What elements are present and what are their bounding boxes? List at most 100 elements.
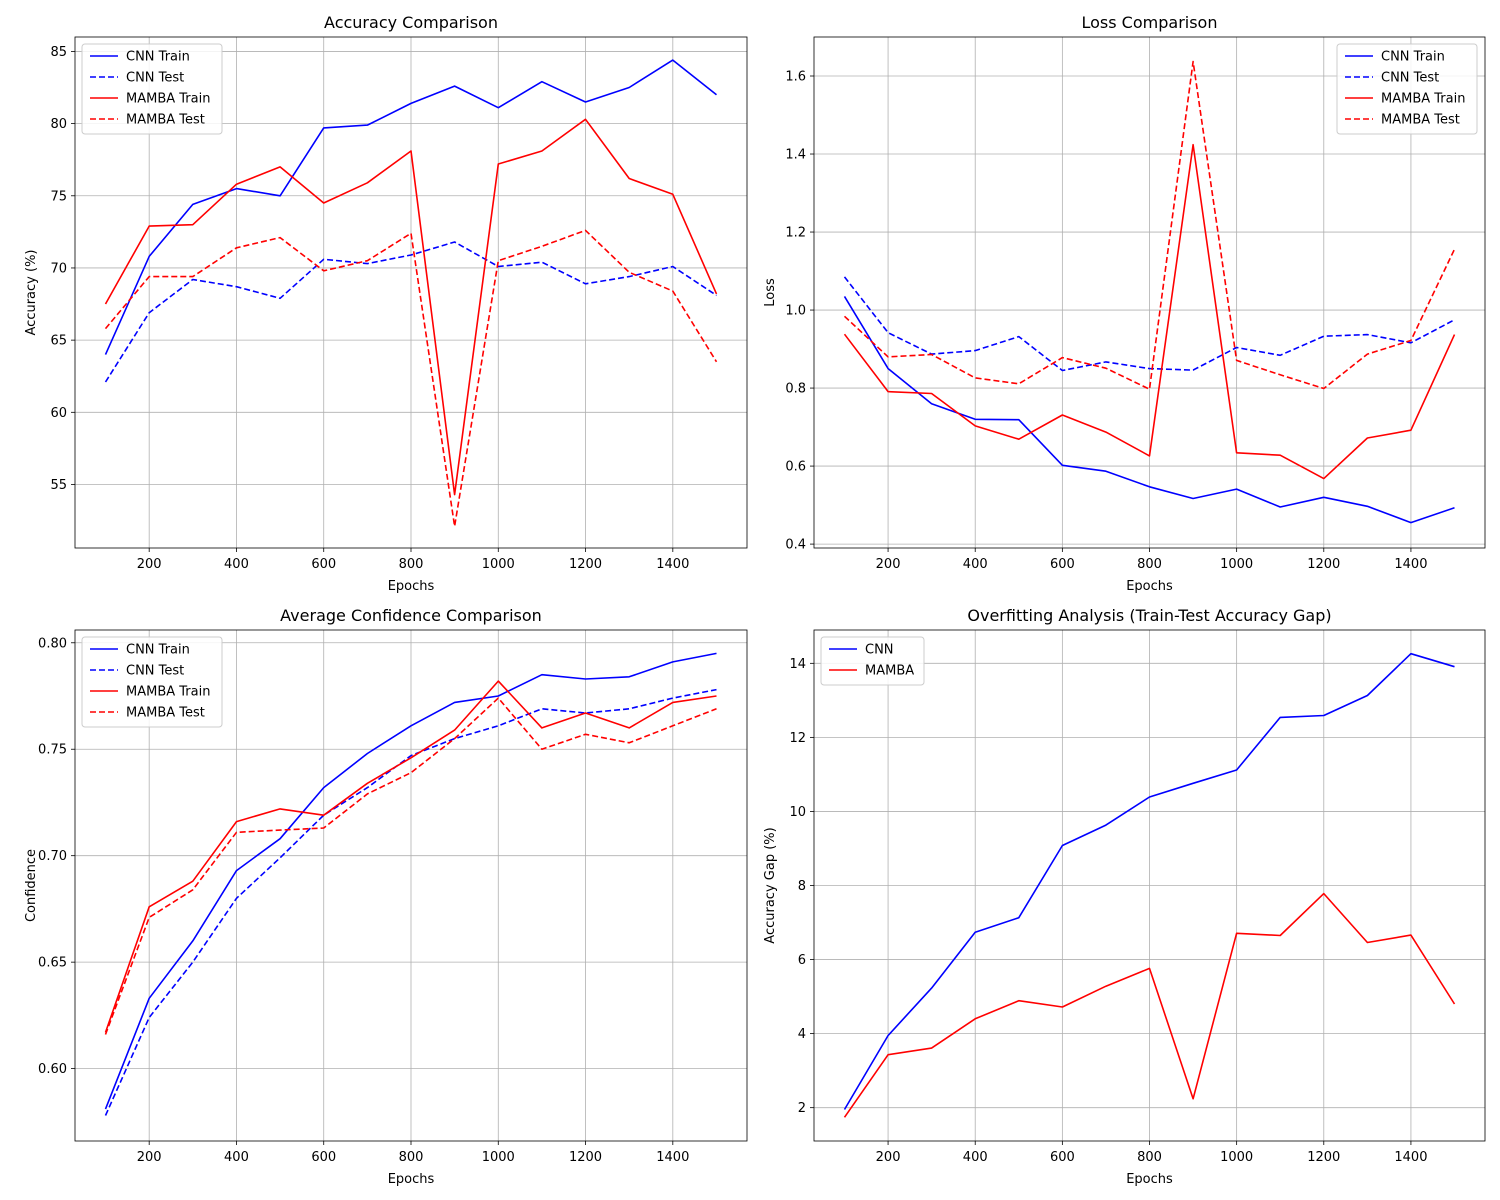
series-line-cnn-test [104, 688, 717, 1116]
y-tick-label: 10 [789, 805, 806, 820]
x-tick-label: 800 [1137, 557, 1162, 572]
y-tick-label: 60 [50, 406, 67, 421]
legend-label: MAMBA Test [126, 706, 205, 721]
x-tick-label: 200 [876, 557, 901, 572]
chart-panel-4: 200 400 600 800 1000 1200 1400 2 4 6 8 10 12 14 Overfi… [763, 606, 1486, 1187]
y-axis-label: Accuracy Gap (%) [763, 827, 778, 943]
legend-label: CNN [865, 643, 894, 658]
x-axis-label: Epochs [1126, 1172, 1173, 1187]
grid [814, 630, 1485, 1141]
legend-label: CNN Test [126, 664, 184, 679]
x-tick-label: 800 [399, 557, 424, 572]
x-axis-label: Epochs [388, 579, 435, 594]
x-tick-label: 1000 [1220, 557, 1253, 572]
x-tick-label: 1400 [656, 1150, 689, 1165]
x-tick-label: 1200 [569, 557, 602, 572]
x-tick-label: 1200 [1307, 1150, 1340, 1165]
series-line-mamba-train [843, 143, 1456, 480]
y-tick-label: 0.4 [785, 538, 806, 553]
series-line-mamba-test [104, 697, 717, 1035]
legend-label: MAMBA Train [126, 685, 210, 700]
y-tick-label: 55 [50, 478, 67, 493]
chart-title: Loss Comparison [1082, 13, 1218, 32]
x-tick-label: 400 [224, 1150, 249, 1165]
legend-box [81, 43, 223, 135]
series-line-mamba-train [104, 118, 718, 496]
y-tick-label: 12 [789, 731, 806, 746]
x-tick-label: 800 [399, 1150, 424, 1165]
plot-frame [813, 629, 1486, 1142]
y-axis-label: Confidence [24, 849, 39, 922]
legend-label: CNN Test [126, 71, 184, 86]
x-tick-label: 1000 [482, 557, 515, 572]
x-tick-label: 1200 [1307, 557, 1340, 572]
y-tick-label: 0.65 [38, 956, 67, 971]
chart-panel-3: 200 400 600 800 1000 1200 1400 0.60 0.65 0.70 0.75… [24, 606, 748, 1187]
x-tick-label: 400 [963, 1150, 988, 1165]
x-tick-label: 200 [137, 557, 162, 572]
chart-title: Average Confidence Comparison [280, 606, 542, 625]
series-line-mamba [843, 892, 1456, 1118]
legend-label: MAMBA [865, 664, 914, 679]
y-tick-label: 0.8 [785, 382, 806, 397]
series-line-mamba-test [104, 229, 718, 528]
x-axis-label: Epochs [1126, 579, 1173, 594]
series-line-cnn-test [104, 241, 717, 383]
chart-panel-2: 200 400 600 800 1000 1200 1400 0.4 0.6 0.8 1.0 1.2 1… [763, 13, 1486, 594]
legend: CNN Train CNN Test MAMBA Train MAMBA Test [1336, 43, 1478, 135]
grid [75, 37, 747, 548]
y-tick-label: 70 [50, 261, 67, 276]
chart-panel-1: 200 400 600 800 1000 1200 1400 55 60 65 70 75 80 85 Ac… [24, 13, 748, 594]
x-tick-label: 1400 [656, 557, 689, 572]
x-tick-label: 1200 [569, 1150, 602, 1165]
x-tick-label: 600 [311, 557, 336, 572]
y-tick-label: 0.6 [785, 460, 806, 475]
plot-frame [74, 36, 748, 549]
y-tick-label: 8 [798, 879, 806, 894]
series-line-cnn-train [843, 295, 1455, 524]
y-axis-label: Accuracy (%) [24, 250, 39, 336]
y-tick-label: 14 [789, 657, 806, 672]
x-tick-label: 1400 [1394, 557, 1427, 572]
x-tick-label: 1400 [1394, 1150, 1427, 1165]
x-axis-label: Epochs [388, 1172, 435, 1187]
series-line-cnn-test [843, 276, 1455, 372]
legend-label: CNN Train [126, 50, 190, 65]
legend: CNN MAMBA [820, 636, 925, 686]
plot-frame [813, 36, 1486, 549]
legend-label: CNN Train [1381, 50, 1445, 65]
y-tick-label: 2 [798, 1101, 806, 1116]
y-axis-label: Loss [763, 278, 778, 307]
legend-label: MAMBA Train [126, 92, 210, 107]
legend-box [81, 636, 223, 728]
chart-title: Overfitting Analysis (Train-Test Accurac… [967, 606, 1331, 625]
plot-frame [74, 629, 748, 1142]
y-tick-label: 1.0 [785, 304, 806, 319]
series-line-cnn-train [104, 652, 717, 1110]
y-tick-label: 0.75 [38, 743, 67, 758]
y-tick-label: 85 [50, 45, 67, 60]
y-tick-label: 75 [50, 189, 67, 204]
y-tick-label: 1.2 [785, 226, 806, 241]
x-tick-label: 1000 [1220, 1150, 1253, 1165]
y-tick-label: 6 [798, 953, 806, 968]
y-tick-label: 0.60 [38, 1062, 67, 1077]
series-line-mamba-train [104, 680, 717, 1033]
legend: CNN Train CNN Test MAMBA Train MAMBA Test [81, 43, 223, 135]
x-tick-label: 1000 [482, 1150, 515, 1165]
y-tick-label: 1.4 [785, 148, 806, 163]
chart-title: Accuracy Comparison [324, 13, 498, 32]
series-line-mamba-test [843, 60, 1456, 391]
series-line-cnn [843, 652, 1455, 1110]
y-tick-label: 4 [798, 1027, 806, 1042]
x-tick-label: 400 [963, 557, 988, 572]
y-tick-label: 65 [50, 334, 67, 349]
y-tick-label: 80 [50, 117, 67, 132]
x-tick-label: 600 [1050, 1150, 1075, 1165]
series-line-cnn-train [104, 59, 717, 355]
x-tick-label: 600 [1050, 557, 1075, 572]
y-tick-label: 0.80 [38, 636, 67, 651]
legend: CNN Train CNN Test MAMBA Train MAMBA Test [81, 636, 223, 728]
y-tick-label: 1.6 [785, 70, 806, 85]
